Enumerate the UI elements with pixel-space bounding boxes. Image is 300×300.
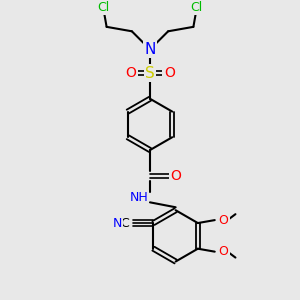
Text: O: O — [170, 169, 181, 183]
Text: O: O — [125, 66, 136, 80]
Text: O: O — [219, 245, 229, 258]
Text: C: C — [121, 217, 129, 230]
Text: NH: NH — [129, 191, 148, 204]
Text: N: N — [112, 217, 122, 230]
Text: Cl: Cl — [98, 1, 110, 14]
Text: N: N — [144, 42, 156, 57]
Text: Cl: Cl — [190, 1, 202, 14]
Text: S: S — [145, 66, 155, 81]
Text: O: O — [164, 66, 175, 80]
Text: O: O — [219, 214, 229, 226]
